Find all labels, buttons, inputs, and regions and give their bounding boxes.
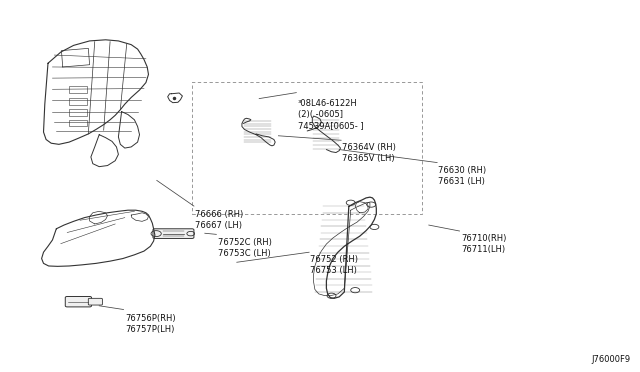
Text: 76752 (RH)
76753 (LH): 76752 (RH) 76753 (LH): [310, 255, 358, 275]
Text: 76630 (RH)
76631 (LH): 76630 (RH) 76631 (LH): [438, 166, 486, 186]
Text: 76710(RH)
76711(LH): 76710(RH) 76711(LH): [461, 234, 506, 254]
Text: 76666 (RH)
76667 (LH): 76666 (RH) 76667 (LH): [195, 210, 243, 230]
Text: 76752C (RH)
76753C (LH): 76752C (RH) 76753C (LH): [218, 238, 271, 258]
FancyBboxPatch shape: [88, 298, 102, 305]
Text: J76000F9: J76000F9: [591, 355, 630, 364]
Text: 76364V (RH)
76365V (LH): 76364V (RH) 76365V (LH): [342, 143, 396, 163]
Text: ³08L46-6122H
(2)( -0605]
74539A[0605- ]: ³08L46-6122H (2)( -0605] 74539A[0605- ]: [298, 99, 364, 130]
FancyBboxPatch shape: [153, 229, 194, 238]
Text: 76756P(RH)
76757P(LH): 76756P(RH) 76757P(LH): [125, 314, 175, 334]
FancyBboxPatch shape: [65, 296, 92, 307]
